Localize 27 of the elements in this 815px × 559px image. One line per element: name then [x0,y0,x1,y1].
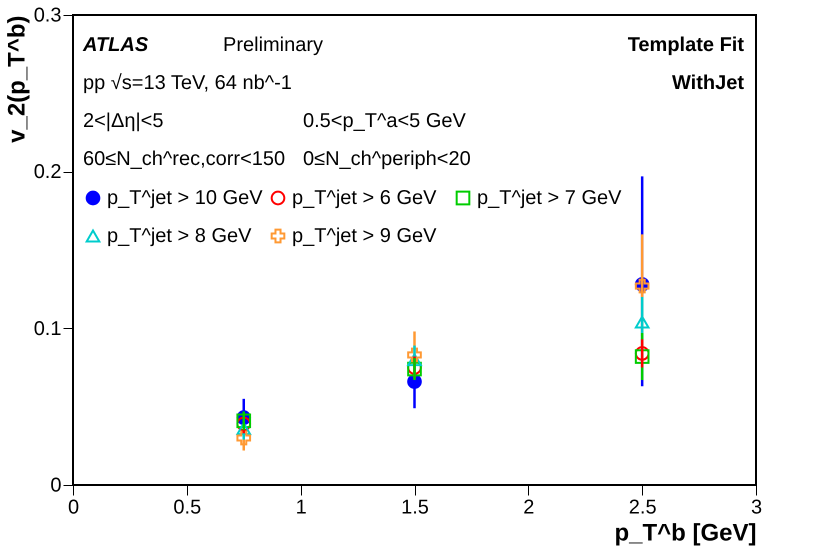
y-axis-title: v_2(p_T^b) [4,16,31,143]
x-tick-label: 3 [750,496,762,518]
annotation: Preliminary [223,34,324,56]
annotation: Template Fit [628,34,744,56]
x-axis-title: p_T^b [GeV] [614,520,756,546]
legend-label: p_T^jet > 7 GeV [477,187,622,209]
x-tick-label: 2 [523,496,534,518]
legend-label: p_T^jet > 10 GeV [107,187,264,209]
y-tick-label: 0.1 [34,318,62,340]
annotation: 60≤N_ch^rec,corr<150 [83,148,286,170]
x-tick-label: 1.5 [401,496,429,518]
annotation: ATLAS [82,34,149,56]
x-tick-label: 1 [296,496,307,518]
annotation: pp √s=13 TeV, 64 nb^-1 [83,72,292,94]
legend-label: p_T^jet > 6 GeV [292,187,438,209]
y-tick-label: 0.3 [34,4,62,26]
annotation: 2<|Δη|<5 [83,110,164,132]
annotation: 0.5<p_T^a<5 GeV [303,110,466,132]
annotation: WithJet [672,72,744,94]
y-tick-label: 0 [50,474,62,496]
x-tick-label: 0 [68,496,80,518]
legend-label: p_T^jet > 9 GeV [292,225,438,247]
x-tick-label: 2.5 [628,496,657,518]
x-tick-label: 0.5 [173,496,202,518]
annotation: 0≤N_ch^periph<20 [303,148,471,170]
y-tick-label: 0.2 [34,161,62,184]
legend-label: p_T^jet > 8 GeV [107,225,252,247]
